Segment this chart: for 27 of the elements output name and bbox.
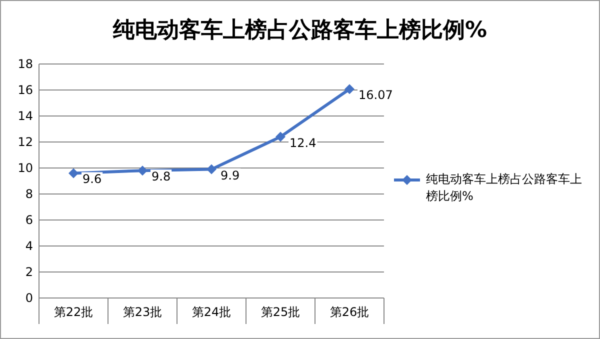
y-tick-label: 14: [18, 109, 33, 123]
x-tick-label: 第23批: [122, 305, 162, 319]
y-tick-label: 12: [18, 135, 33, 149]
data-label: 9.9: [220, 168, 240, 182]
x-tick-label: 第22批: [54, 305, 94, 319]
x-tick-label: 第26批: [330, 305, 370, 319]
data-label: 9.6: [82, 172, 102, 186]
y-tick-label: 4: [25, 239, 33, 253]
point: [138, 166, 148, 176]
data-label: 12.4: [290, 136, 316, 150]
y-tick-label: 16: [18, 83, 33, 97]
y-tick-label: 18: [18, 57, 33, 71]
point: [68, 168, 78, 178]
point: [344, 84, 354, 94]
y-tick-label: 2: [25, 265, 33, 279]
y-tick-label: 8: [25, 187, 33, 201]
data-label: 9.8: [152, 170, 171, 184]
chart-title: 纯电动客车上榜占公路客车上榜比例%: [112, 17, 488, 43]
x-tick-label: 第24批: [192, 305, 232, 319]
legend-label: 纯电动客车上榜占公路客车上榜比例%: [426, 171, 583, 205]
data-label: 16.07: [358, 88, 393, 102]
x-tick-label: 第25批: [260, 305, 300, 319]
y-tick-label: 6: [25, 213, 33, 227]
point: [276, 132, 286, 142]
point: [206, 164, 216, 174]
y-tick-label: 10: [18, 161, 33, 175]
y-tick-label: 0: [25, 291, 33, 305]
